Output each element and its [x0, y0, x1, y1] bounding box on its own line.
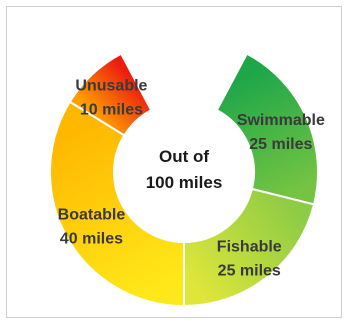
slice-unusable	[68, 52, 153, 137]
slice-value-fishable: 25 miles	[218, 263, 281, 280]
slice-value-swimmable: 25 miles	[249, 136, 312, 153]
slice-value-unusable: 10 miles	[80, 102, 143, 119]
slice-label-boatable: Boatable	[58, 207, 126, 224]
center-label-line2: 100 miles	[146, 173, 223, 192]
center-label-line1: Out of	[159, 147, 209, 166]
slice-label-swimmable: Swimmable	[237, 112, 325, 129]
slice-boatable	[49, 100, 185, 308]
slice-label-fishable: Fishable	[217, 239, 282, 256]
slice-swimmable	[215, 52, 319, 206]
slice-value-boatable: 40 miles	[60, 231, 123, 248]
slice-label-unusable: Unusable	[75, 78, 147, 95]
slice-fishable	[183, 187, 316, 308]
